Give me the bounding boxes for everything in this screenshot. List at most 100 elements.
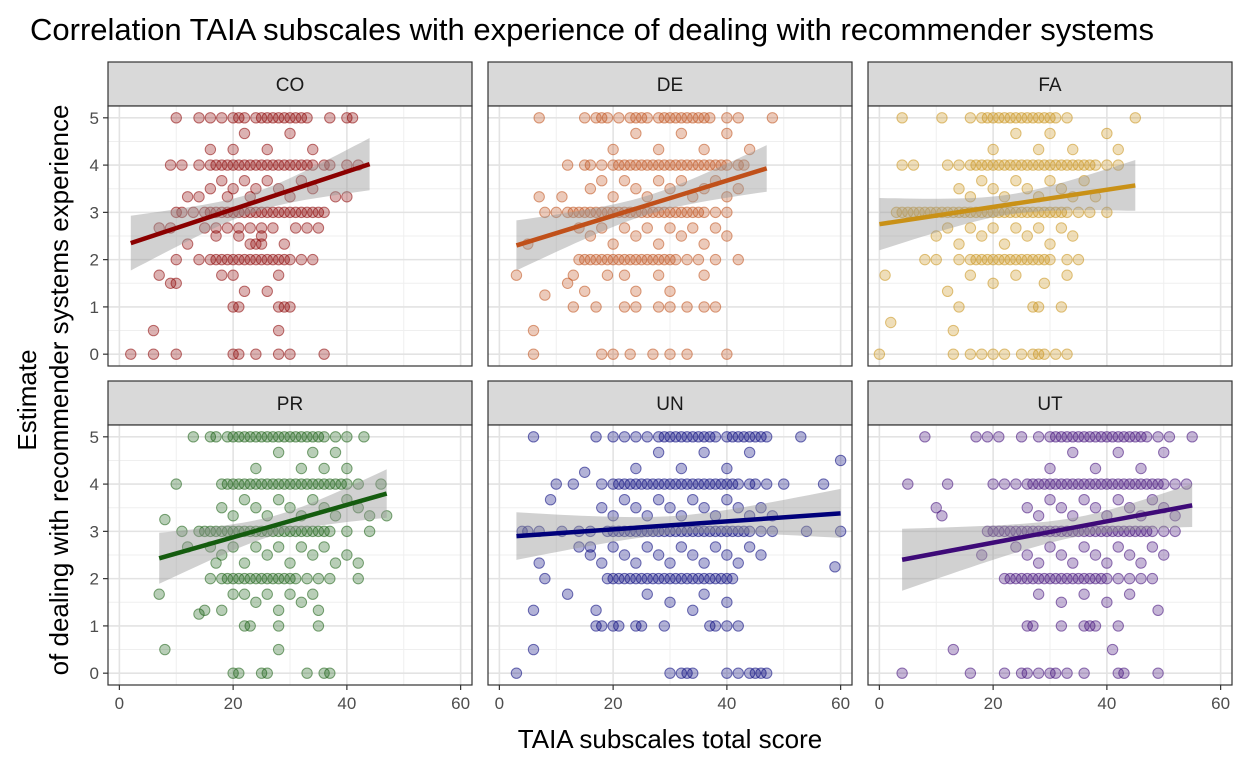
y-tick-label: 4 xyxy=(90,156,99,175)
panel-border-pr xyxy=(107,424,473,686)
data-point xyxy=(244,620,256,632)
data-point xyxy=(193,608,205,620)
data-point xyxy=(709,301,722,313)
data-point xyxy=(687,549,699,561)
data-point xyxy=(125,348,137,360)
strip-label-pr: PR xyxy=(277,394,303,415)
panel-border-de xyxy=(487,105,853,367)
data-point xyxy=(964,348,977,360)
data-point xyxy=(561,277,574,289)
data-point xyxy=(318,462,330,475)
data-point xyxy=(1089,462,1102,475)
y-tick-label: 3 xyxy=(90,203,99,222)
data-point xyxy=(301,112,313,124)
data-point xyxy=(953,253,965,266)
data-point xyxy=(630,502,642,514)
x-tick-label: 0 xyxy=(875,694,884,713)
data-point xyxy=(527,643,540,656)
data-point xyxy=(1061,269,1073,281)
data-point xyxy=(738,159,750,171)
data-point xyxy=(664,502,676,514)
data-point xyxy=(527,431,540,443)
data-point xyxy=(976,230,988,242)
regression-line-ut xyxy=(901,503,1193,562)
data-point xyxy=(312,604,325,617)
data-point xyxy=(607,431,619,443)
data-point xyxy=(596,620,608,632)
data-point xyxy=(1146,541,1159,553)
x-tick-label: 20 xyxy=(604,694,623,713)
data-point xyxy=(919,431,931,443)
y-tick-label: 1 xyxy=(90,298,99,317)
data-point xyxy=(261,174,273,187)
data-point xyxy=(709,431,722,443)
data-point xyxy=(1152,604,1164,617)
data-point xyxy=(324,525,336,538)
data-point xyxy=(539,206,551,219)
data-point xyxy=(556,191,568,203)
data-point xyxy=(318,348,330,360)
data-point xyxy=(919,253,931,266)
data-point xyxy=(630,431,642,443)
data-point xyxy=(970,431,982,443)
data-point xyxy=(1112,493,1124,506)
data-point xyxy=(709,253,722,266)
data-point xyxy=(341,525,353,538)
data-point xyxy=(721,493,733,506)
data-point xyxy=(1032,557,1045,569)
data-point xyxy=(675,174,688,187)
x-axis-title: TAIA subscales total score xyxy=(518,724,822,754)
data-point xyxy=(652,493,665,506)
data-point xyxy=(539,572,551,585)
data-point xyxy=(1118,667,1130,679)
data-point xyxy=(1021,230,1033,242)
regression-line-un xyxy=(516,511,841,539)
data-point xyxy=(198,604,211,617)
data-point xyxy=(1032,588,1045,600)
data-point xyxy=(193,112,205,124)
strip-label-un: UN xyxy=(656,394,683,415)
data-point xyxy=(732,478,744,490)
data-point xyxy=(278,238,291,250)
data-point xyxy=(607,143,619,156)
data-point xyxy=(964,222,977,234)
panel-border-un xyxy=(487,424,853,686)
data-point xyxy=(272,269,285,281)
data-point xyxy=(635,620,648,632)
data-point xyxy=(795,431,807,443)
data-point xyxy=(187,431,200,443)
data-point xyxy=(1055,502,1068,514)
data-point xyxy=(567,478,580,490)
data-point xyxy=(630,230,642,242)
strip-pr xyxy=(107,380,473,426)
data-point xyxy=(743,541,756,553)
strip-ut xyxy=(867,380,1233,426)
data-point xyxy=(159,513,171,526)
data-point xyxy=(1021,667,1033,679)
data-point xyxy=(510,269,523,281)
data-point xyxy=(607,510,619,522)
data-point xyxy=(964,191,977,203)
points-ut xyxy=(896,431,1198,679)
data-point xyxy=(596,348,608,360)
data-point xyxy=(630,285,642,298)
data-point xyxy=(976,174,988,187)
data-point xyxy=(664,667,676,679)
data-point xyxy=(902,478,914,490)
regression-line-pr xyxy=(158,491,388,561)
data-point xyxy=(953,183,965,195)
data-point xyxy=(641,588,653,600)
data-point xyxy=(312,620,325,632)
y-tick-label: 4 xyxy=(90,475,99,494)
data-point xyxy=(596,557,608,569)
data-point xyxy=(834,525,847,538)
data-point xyxy=(272,324,285,337)
data-point xyxy=(301,667,313,679)
data-point xyxy=(324,572,336,585)
data-point xyxy=(227,541,239,553)
data-point xyxy=(698,301,710,313)
data-point xyxy=(721,191,733,203)
data-point xyxy=(244,222,256,234)
data-point xyxy=(233,230,245,242)
data-point xyxy=(539,289,551,301)
